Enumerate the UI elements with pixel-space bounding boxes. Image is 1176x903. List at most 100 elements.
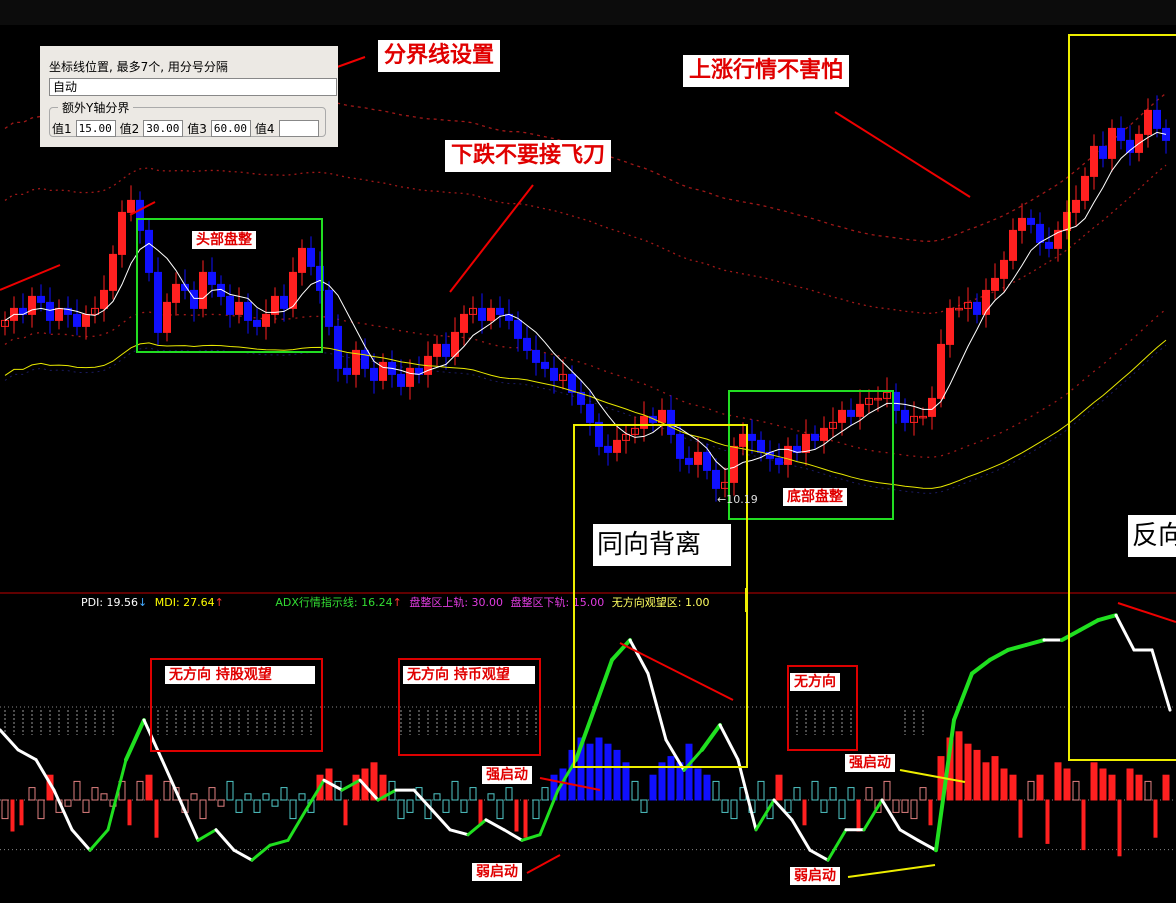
candle-body — [307, 247, 315, 267]
histogram-bar — [271, 799, 279, 807]
histogram-bar — [442, 799, 450, 813]
value4-input[interactable] — [278, 120, 319, 137]
candle-body — [46, 301, 54, 321]
annotation-label: 弱启动 — [790, 867, 840, 885]
watch-zone-value: 无方向观望区: 1.00 — [611, 596, 710, 609]
candle-body — [1063, 211, 1071, 231]
candle-body — [964, 301, 972, 309]
candle-body — [316, 265, 324, 291]
histogram-bar — [1063, 768, 1071, 801]
histogram-bar — [343, 799, 348, 826]
field-label: 值1 — [52, 122, 72, 136]
adx-line-segment — [214, 828, 236, 852]
adx-line-segment — [250, 843, 272, 862]
adx-line-segment — [754, 798, 776, 832]
adx-line-segment — [106, 758, 128, 832]
candle-body — [217, 283, 225, 297]
histogram-bar — [757, 780, 765, 801]
candle-body — [1054, 229, 1062, 249]
candle-body — [730, 445, 738, 483]
histogram-bar — [37, 799, 45, 820]
adx-line-segment — [1024, 638, 1046, 647]
candle-body — [442, 343, 450, 357]
adx-line-segment — [16, 748, 38, 762]
adx-line-segment — [538, 788, 560, 837]
adx-line-segment — [592, 657, 614, 713]
candle-body — [775, 457, 783, 465]
adx-line-segment — [376, 788, 398, 802]
reverse-box — [1068, 34, 1176, 761]
adx-line-segment — [862, 798, 884, 832]
candle-body — [874, 397, 882, 401]
adx-line-segment — [88, 828, 110, 852]
value1-input[interactable]: 15.00 — [75, 120, 116, 137]
pdi-value: PDI: 19.56 — [81, 596, 139, 609]
annotation-label: 无方向 持币观望 — [403, 666, 535, 684]
value3-input[interactable]: 60.00 — [210, 120, 251, 137]
histogram-bar — [136, 780, 144, 801]
histogram-bar — [892, 799, 900, 813]
histogram-bar — [100, 793, 108, 801]
axis-position-input[interactable]: 自动 — [49, 78, 337, 96]
candle-body — [523, 337, 531, 351]
adx-line-segment — [520, 833, 542, 842]
histogram-bar — [613, 749, 621, 801]
histogram-bar — [1090, 762, 1098, 801]
field-label: 值4 — [254, 122, 275, 136]
histogram-bar — [460, 799, 468, 813]
annotation-label: 底部盘整 — [783, 488, 847, 506]
candle-body — [748, 433, 756, 441]
band-line — [4, 308, 1167, 459]
candle-body — [1000, 259, 1008, 279]
adx-line-segment — [70, 828, 92, 852]
candle-body — [469, 307, 477, 315]
candle-body — [928, 397, 936, 417]
histogram-bar — [1000, 768, 1008, 801]
adx-line-segment — [988, 647, 1010, 662]
adx-line-segment — [142, 718, 164, 762]
candle-body — [55, 307, 63, 321]
histogram-bar — [190, 793, 198, 801]
histogram-bar — [928, 799, 933, 826]
histogram-bar — [775, 774, 783, 801]
histogram-bar — [1081, 799, 1086, 851]
candle-body — [280, 295, 288, 309]
candle-body — [811, 433, 819, 441]
adx-value: ADX行情指示线: 16.24 — [275, 596, 393, 609]
candle-body — [73, 313, 81, 327]
value2-input[interactable]: 30.00 — [143, 120, 184, 137]
histogram-bar — [586, 743, 594, 801]
histogram-bar — [577, 737, 585, 801]
candle-body — [64, 307, 72, 315]
divergence-box — [573, 424, 748, 768]
histogram-bar — [406, 799, 414, 813]
histogram-bar — [145, 774, 153, 801]
histogram-bar — [1027, 780, 1035, 801]
adx-line-segment — [916, 838, 938, 852]
candle-body — [118, 211, 126, 255]
candle-body — [199, 271, 207, 309]
adx-line-segment — [1006, 643, 1028, 652]
candle-body — [676, 433, 684, 459]
histogram-bar — [910, 799, 918, 820]
candle-body — [235, 301, 243, 315]
histogram-bar — [253, 799, 261, 813]
histogram-bar — [1153, 799, 1158, 838]
candle-body — [973, 301, 981, 315]
histogram-bar — [433, 793, 441, 801]
candle-body — [559, 373, 567, 381]
adx-line-segment — [466, 818, 488, 837]
adx-line-segment — [1060, 628, 1082, 643]
histogram-bar — [469, 787, 477, 801]
candle-body — [109, 253, 117, 291]
adx-line-segment — [1150, 648, 1172, 712]
adx-line-segment — [430, 808, 452, 832]
candle-body — [451, 331, 459, 357]
adx-line-segment — [718, 723, 740, 762]
candle-body — [595, 421, 603, 447]
histogram-bar — [523, 799, 528, 838]
candle-body — [208, 271, 216, 285]
candle-body — [883, 391, 891, 399]
candle-body — [577, 391, 585, 405]
